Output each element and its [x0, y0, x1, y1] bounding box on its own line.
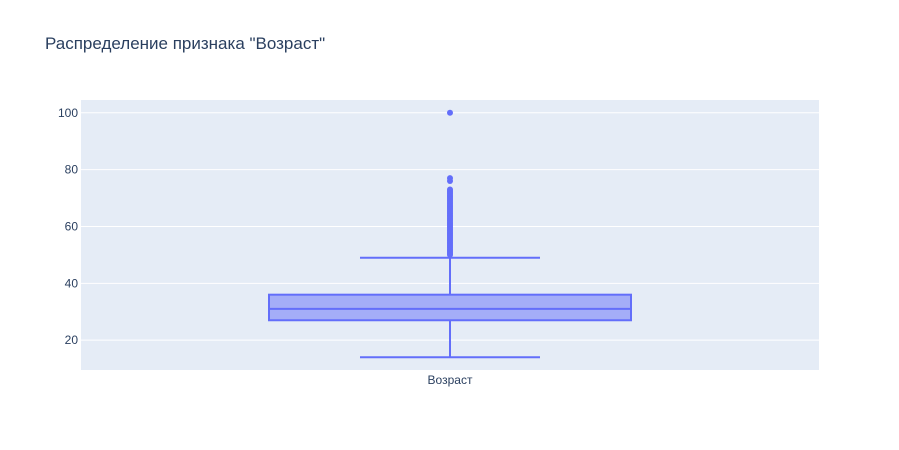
y-tick-label: 60 [65, 219, 79, 233]
interquartile-box [268, 293, 632, 322]
y-tick-label: 20 [65, 333, 79, 347]
y-tick-label: 100 [58, 106, 78, 120]
outlier-point [447, 109, 453, 116]
y-axis-ticks: 20 40 60 80 100 [58, 106, 78, 347]
outlier-point [447, 175, 453, 182]
outlier-points [447, 109, 453, 258]
x-axis-ticks: Возраст [428, 373, 473, 387]
x-tick-label: Возраст [428, 373, 473, 387]
y-tick-label: 80 [65, 163, 79, 177]
chart-title: Распределение признака "Возраст" [45, 34, 326, 53]
outlier-point [447, 186, 453, 193]
y-tick-label: 40 [65, 276, 79, 290]
box-trace [268, 256, 632, 359]
